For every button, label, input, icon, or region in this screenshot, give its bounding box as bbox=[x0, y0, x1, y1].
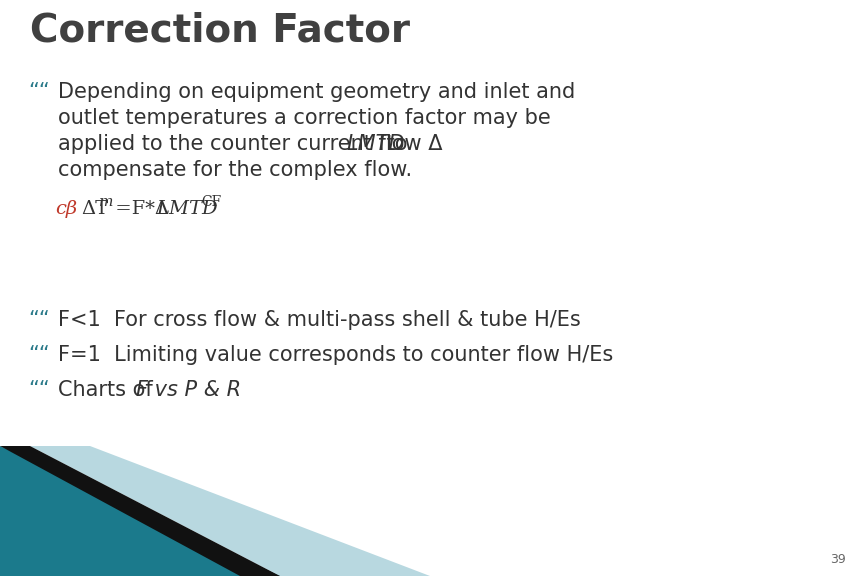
Polygon shape bbox=[0, 446, 280, 576]
Text: Depending on equipment geometry and inlet and: Depending on equipment geometry and inle… bbox=[58, 82, 575, 102]
Text: 39: 39 bbox=[830, 553, 846, 566]
Text: F<1  For cross flow & multi-pass shell & tube H/Es: F<1 For cross flow & multi-pass shell & … bbox=[58, 310, 581, 330]
Polygon shape bbox=[30, 446, 430, 576]
Text: F=1  Limiting value corresponds to counter flow H/Es: F=1 Limiting value corresponds to counte… bbox=[58, 345, 613, 365]
Text: ““: ““ bbox=[28, 82, 50, 102]
Text: Correction Factor: Correction Factor bbox=[30, 12, 410, 50]
Text: cβ: cβ bbox=[55, 200, 77, 218]
Text: ““: ““ bbox=[28, 345, 50, 365]
Text: ““: ““ bbox=[28, 310, 50, 330]
Text: outlet temperatures a correction factor may be: outlet temperatures a correction factor … bbox=[58, 108, 550, 128]
Text: LMTD: LMTD bbox=[156, 200, 218, 218]
Text: to: to bbox=[380, 134, 407, 154]
Text: LMTD: LMTD bbox=[346, 134, 405, 154]
Text: =F*Δ: =F*Δ bbox=[109, 200, 169, 218]
Text: ““: ““ bbox=[28, 380, 50, 400]
Text: F vs P & R: F vs P & R bbox=[136, 380, 241, 400]
Polygon shape bbox=[0, 446, 280, 576]
Text: Charts of: Charts of bbox=[58, 380, 159, 400]
Text: m: m bbox=[99, 195, 113, 209]
Text: applied to the counter current flow Δ: applied to the counter current flow Δ bbox=[58, 134, 442, 154]
Text: CF: CF bbox=[201, 195, 221, 209]
Text: ΔT: ΔT bbox=[81, 200, 108, 218]
Text: compensate for the complex flow.: compensate for the complex flow. bbox=[58, 160, 412, 180]
